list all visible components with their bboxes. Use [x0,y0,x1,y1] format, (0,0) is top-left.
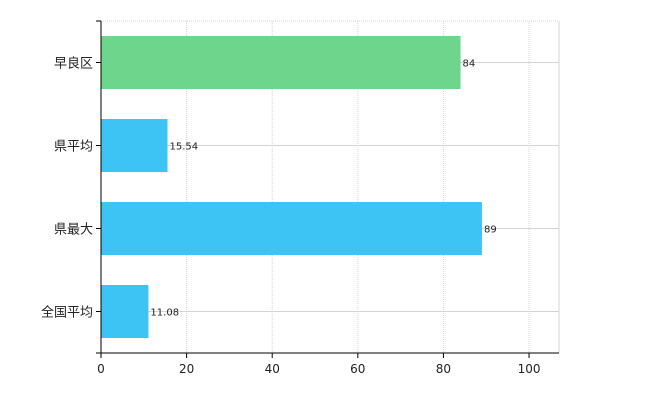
bar-県最大 [101,202,482,255]
bars [101,36,482,338]
value-label-早良区: 84 [463,59,476,70]
x-tick-label-40: 40 [265,362,280,376]
value-label-県最大: 89 [484,225,497,236]
category-label-早良区: 早良区 [54,56,93,72]
bar-全国平均 [101,285,149,338]
x-tick-label-100: 100 [518,362,541,376]
x-tick-label-80: 80 [436,362,451,376]
x-tick-label-60: 60 [350,362,365,376]
bar-早良区 [101,36,461,89]
x-tick-label-20: 20 [179,362,194,376]
axes [96,20,559,358]
category-label-県最大: 県最大 [54,223,93,238]
category-label-全国平均: 全国平均 [41,305,93,321]
category-label-県平均: 県平均 [54,140,93,155]
value-label-県平均: 15.54 [170,142,199,153]
bar-県平均 [101,119,168,172]
value-label-全国平均: 11.08 [150,308,179,319]
x-tick-label-0: 0 [97,362,105,376]
